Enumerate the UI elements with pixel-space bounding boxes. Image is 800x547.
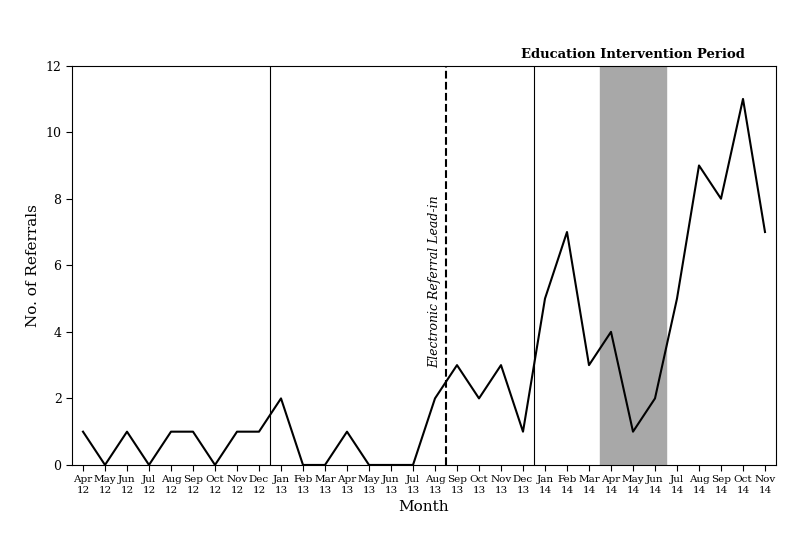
X-axis label: Month: Month [398, 501, 450, 514]
Text: Education Intervention Period: Education Intervention Period [521, 48, 745, 61]
Text: Electronic Referral Lead-in: Electronic Referral Lead-in [429, 196, 442, 368]
Y-axis label: No. of Referrals: No. of Referrals [26, 204, 40, 327]
Bar [600, 66, 666, 465]
